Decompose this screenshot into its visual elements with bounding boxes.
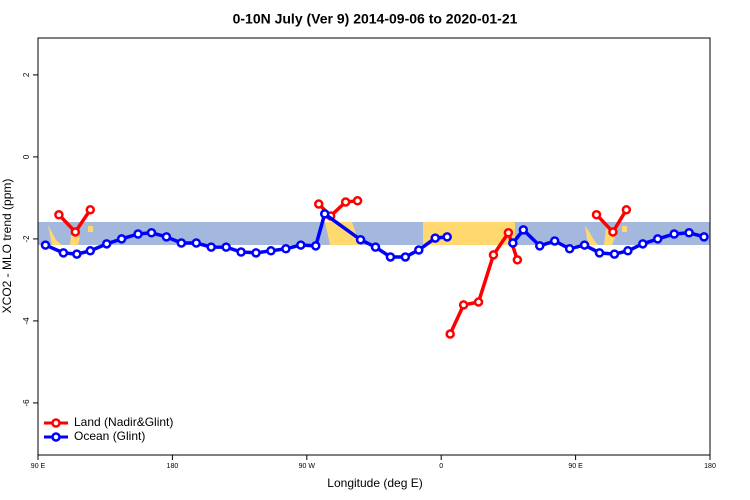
point [146,228,157,238]
legend-label: Land (Nadir&Glint) [74,415,173,429]
point [206,242,216,252]
point [621,205,632,215]
point [609,249,620,259]
point [594,248,605,258]
point [281,244,291,254]
point [133,229,143,239]
point [445,329,455,339]
point [296,240,306,250]
point [503,228,514,238]
point [352,196,363,206]
land-patch [622,226,627,232]
y-axis-label: XCO2 - MLO trend (ppm) [0,179,14,314]
land-patch [604,228,615,245]
x-tick-label: 180 [167,463,179,470]
point [58,248,69,258]
point [191,238,202,248]
point [161,232,172,242]
x-tick-label: 90 W [299,463,316,470]
point [311,241,321,251]
point [430,233,440,243]
point [684,228,694,238]
y-tick-label: -2 [22,235,31,243]
chart-title: 0-10N July (Ver 9) 2014-09-06 to 2020-01… [233,11,518,27]
point [638,239,648,249]
point [442,232,452,242]
land-patch [48,225,62,245]
legend-label: Ocean (Glint) [74,429,145,443]
point [400,252,411,262]
point [699,232,709,242]
plot-frame [37,37,711,456]
background-band [38,222,710,245]
point [72,249,82,259]
point [70,227,81,237]
point [508,238,518,248]
point [340,197,351,207]
point [549,236,560,246]
point [101,239,112,249]
point [40,240,51,250]
point [313,199,324,209]
y-tick-label: -6 [22,399,31,407]
x-tick-label: 90 E [568,463,583,470]
point [54,209,64,220]
land-patch [585,225,598,245]
point [251,248,261,258]
legend-marker [51,432,61,442]
land-patch [88,226,93,232]
point [385,252,396,262]
land-patch [325,222,360,245]
point [579,240,590,250]
point [414,245,424,255]
x-tick-label: 90 E [31,463,46,470]
point [116,234,127,244]
point [458,300,469,310]
point [623,246,633,256]
point [236,247,246,257]
point [669,229,679,239]
point [608,227,618,237]
point [266,246,276,256]
x-axis-label: Longitude (deg E) [327,476,422,490]
point [85,205,96,215]
ocean-band [38,222,710,245]
x-tick-label: 0 [439,463,443,470]
point [535,241,545,251]
point [591,209,602,220]
point [488,250,499,260]
point [473,297,484,307]
point [652,234,663,244]
point [518,225,529,235]
point [85,246,96,256]
y-tick-label: -4 [22,317,31,325]
point [176,238,187,248]
point [221,242,231,252]
point [512,255,523,265]
legend-marker [51,418,61,428]
y-tick-label: 0 [22,154,31,159]
point [319,209,330,219]
x-tick-label: 180 [704,463,716,470]
series-line [57,199,628,335]
y-tick-label: 2 [22,72,31,77]
point [370,242,381,252]
point [355,234,366,245]
point [564,244,575,254]
